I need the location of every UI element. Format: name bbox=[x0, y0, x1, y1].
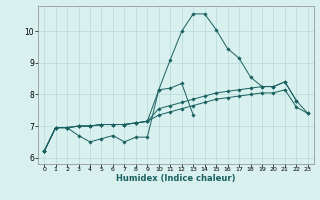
X-axis label: Humidex (Indice chaleur): Humidex (Indice chaleur) bbox=[116, 174, 236, 183]
